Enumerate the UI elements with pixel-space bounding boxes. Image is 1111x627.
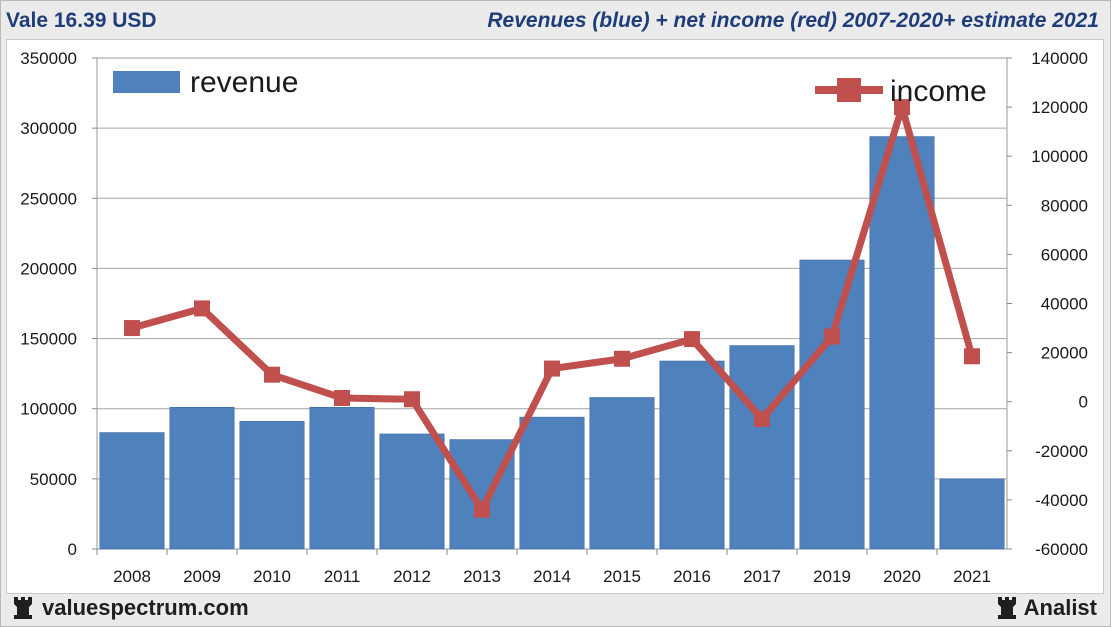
revenue-bar xyxy=(729,345,795,550)
right-tick-label: 60000 xyxy=(1041,245,1088,264)
right-axis-ticks: -60000 -40000 -20000 0 20000 40000 60000 80000 1… xyxy=(1031,49,1088,559)
income-point xyxy=(544,360,560,377)
legend-label-revenue: revenue xyxy=(190,66,298,99)
revenue-bar xyxy=(589,397,655,550)
x-tick-label: 2017 xyxy=(743,567,781,586)
revenue-bar xyxy=(519,416,585,550)
income-point xyxy=(474,501,490,518)
income-point xyxy=(754,410,770,427)
left-tick-label: 100000 xyxy=(20,400,77,419)
income-point xyxy=(404,391,420,408)
x-tick-label: 2016 xyxy=(673,567,711,586)
right-tick-label: -40000 xyxy=(1035,491,1088,510)
revenue-bar xyxy=(309,407,375,550)
income-line xyxy=(124,99,980,518)
x-tick-label: 2014 xyxy=(533,567,571,586)
x-tick-label: 2019 xyxy=(813,567,851,586)
right-tick-label: -20000 xyxy=(1035,442,1088,461)
income-point xyxy=(824,328,840,345)
x-tick-label: 2010 xyxy=(253,567,291,586)
income-point xyxy=(614,350,630,367)
right-tick-label: 40000 xyxy=(1041,295,1088,314)
x-tick-label: 2008 xyxy=(113,567,151,586)
right-tick-label: 100000 xyxy=(1031,147,1088,166)
income-point xyxy=(194,300,210,317)
rook-icon xyxy=(14,597,32,619)
left-axis-ticks: 0 50000 100000 150000 200000 250000 300000 3500… xyxy=(20,49,77,559)
revenue-bars xyxy=(99,136,1005,550)
right-tick-label: 0 xyxy=(1079,393,1088,412)
x-tick-label: 2015 xyxy=(603,567,641,586)
left-tick-label: 50000 xyxy=(30,470,77,489)
right-tick-label: -60000 xyxy=(1035,540,1088,559)
income-point xyxy=(334,390,350,407)
right-tick-label: 140000 xyxy=(1031,49,1088,68)
income-point xyxy=(684,331,700,348)
income-point xyxy=(124,320,140,337)
legend-label-income: income xyxy=(890,75,987,108)
footer-right: Analist xyxy=(996,594,1097,622)
revenue-bar xyxy=(659,360,725,550)
rook-icon xyxy=(997,597,1016,619)
x-tick-label: 2009 xyxy=(183,567,221,586)
chart-subtitle: Revenues (blue) + net income (red) 2007-… xyxy=(487,9,1099,32)
revenue-bar xyxy=(169,407,235,550)
income-point xyxy=(264,366,280,383)
revenue-bar xyxy=(449,439,515,550)
right-tick-label: 20000 xyxy=(1041,344,1088,363)
x-tick-label: 2011 xyxy=(324,567,361,586)
left-tick-label: 300000 xyxy=(20,119,77,138)
revenue-bar xyxy=(239,421,305,550)
x-tick-label: 2020 xyxy=(883,567,921,586)
x-tick-label: 2012 xyxy=(393,567,431,586)
revenue-bar xyxy=(99,432,165,550)
left-tick-label: 350000 xyxy=(20,49,77,68)
left-tick-label: 150000 xyxy=(20,330,77,349)
ticker-title: Vale 16.39 USD xyxy=(6,9,157,32)
right-tick-label: 80000 xyxy=(1041,196,1088,215)
income-point xyxy=(894,99,910,116)
x-tick-label: 2013 xyxy=(463,567,501,586)
footer-left: valuespectrum.com xyxy=(12,594,249,622)
legend-marker-income xyxy=(837,78,861,102)
header: Vale 16.39 USD Revenues (blue) + net inc… xyxy=(0,0,1109,40)
x-axis-ticks: 2008 2009 2010 2011 2012 2013 2014 2015 2016 2017… xyxy=(113,567,991,586)
footer-brand-right: Analist xyxy=(1023,595,1097,620)
legend: revenue income xyxy=(113,66,987,108)
left-tick-label: 250000 xyxy=(20,189,77,208)
legend-swatch-revenue xyxy=(113,71,180,93)
revenue-bar xyxy=(379,433,445,550)
footer-brand-left: valuespectrum.com xyxy=(42,595,249,620)
left-tick-label: 0 xyxy=(68,540,77,559)
income-point xyxy=(964,348,980,365)
right-tick-label: 120000 xyxy=(1031,98,1088,117)
revenue-bar xyxy=(799,259,865,550)
left-tick-label: 200000 xyxy=(20,259,77,278)
revenue-bar xyxy=(939,478,1005,550)
revenue-bar xyxy=(869,136,935,550)
x-tick-label: 2021 xyxy=(953,567,991,586)
